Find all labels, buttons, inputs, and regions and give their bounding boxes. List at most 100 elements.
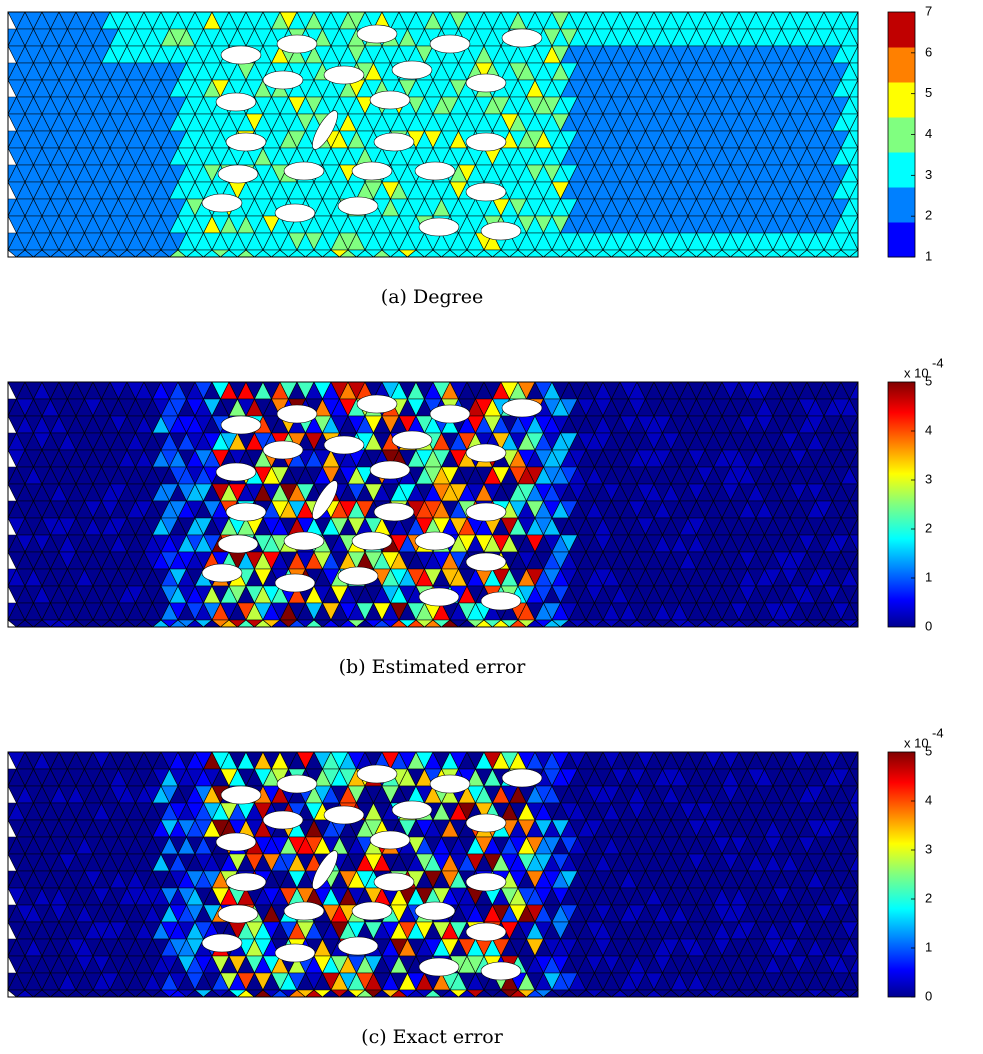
hole: [418, 587, 460, 607]
colorbar-gradient: [888, 382, 915, 627]
hole: [215, 462, 257, 482]
colorbar-band: [888, 222, 915, 258]
hole: [429, 404, 471, 424]
colorbar-tick-label: 1: [925, 569, 932, 584]
hole: [501, 768, 543, 788]
caption: (b) Estimated error: [339, 656, 527, 678]
colorbar-exponent: -4: [932, 355, 944, 370]
colorbar-gradient: [888, 752, 915, 997]
hole: [201, 933, 243, 953]
hole: [465, 872, 507, 892]
colorbar-tick-label: 6: [925, 44, 932, 59]
hole: [414, 901, 456, 921]
colorbar-band: [888, 82, 915, 118]
hole: [283, 901, 325, 921]
colorbar-tick-label: 2: [925, 520, 932, 535]
colorbar-band: [888, 12, 915, 48]
colorbar-exponent: -4: [932, 725, 944, 740]
colorbar-tick-label: 1: [925, 939, 932, 954]
hole: [276, 34, 318, 54]
colorbar-tick-label: 7: [925, 3, 932, 18]
hole: [323, 65, 365, 85]
colorbar-multiplier: x 10: [904, 735, 929, 750]
hole: [274, 943, 316, 963]
colorbar-tick-label: 4: [925, 126, 932, 141]
hole: [465, 813, 507, 833]
colorbar-multiplier: x 10: [904, 365, 929, 380]
caption: (a) Degree: [381, 286, 483, 308]
hole: [480, 221, 522, 241]
hole: [414, 531, 456, 551]
hole: [274, 573, 316, 593]
hole: [337, 936, 379, 956]
hole: [215, 92, 257, 112]
hole: [337, 196, 379, 216]
hole: [356, 764, 398, 784]
hole: [414, 161, 456, 181]
colorbar-band: [888, 187, 915, 223]
hole: [217, 164, 259, 184]
colorbar-band: [888, 152, 915, 188]
hole: [225, 132, 267, 152]
hole: [429, 774, 471, 794]
hole: [201, 563, 243, 583]
colorbar-tick-label: 3: [925, 841, 932, 856]
hole: [465, 502, 507, 522]
hole: [215, 832, 257, 852]
hole: [220, 415, 262, 435]
hole: [283, 531, 325, 551]
hole: [262, 810, 304, 830]
hole: [373, 502, 415, 522]
colorbar-tick-label: 5: [925, 85, 932, 100]
hole: [465, 443, 507, 463]
hole: [283, 161, 325, 181]
colorbar-tick-label: 0: [925, 988, 932, 1003]
hole: [465, 132, 507, 152]
hole: [501, 398, 543, 418]
colorbar-tick-label: 3: [925, 471, 932, 486]
hole: [225, 502, 267, 522]
hole: [373, 132, 415, 152]
colorbar-tick-label: 2: [925, 890, 932, 905]
hole: [465, 73, 507, 93]
hole: [262, 440, 304, 460]
hole: [225, 872, 267, 892]
hole: [418, 957, 460, 977]
hole: [501, 28, 543, 48]
hole: [323, 805, 365, 825]
colorbar-tick-label: 3: [925, 167, 932, 182]
hole: [201, 193, 243, 213]
colorbar-tick-label: 2: [925, 208, 932, 223]
hole: [274, 203, 316, 223]
hole: [391, 800, 433, 820]
hole: [429, 34, 471, 54]
hole: [276, 404, 318, 424]
hole: [220, 785, 262, 805]
hole: [391, 60, 433, 80]
hole: [391, 430, 433, 450]
hole: [356, 24, 398, 44]
hole: [351, 901, 393, 921]
hole: [480, 591, 522, 611]
hole: [480, 961, 522, 981]
hole: [356, 394, 398, 414]
mesh: [7, 381, 859, 628]
hole: [369, 90, 411, 110]
caption: (c) Exact error: [361, 1026, 504, 1048]
hole: [262, 70, 304, 90]
hole: [465, 552, 507, 572]
colorbar-band: [888, 47, 915, 83]
hole: [465, 182, 507, 202]
mesh-border: [7, 11, 859, 258]
hole: [418, 217, 460, 237]
colorbar-tick-label: 0: [925, 618, 932, 633]
colorbar-tick-label: 1: [925, 248, 932, 263]
colorbar-tick-label: 4: [925, 422, 932, 437]
hole: [351, 161, 393, 181]
hole: [369, 460, 411, 480]
mesh: [7, 751, 859, 998]
hole: [217, 534, 259, 554]
hole: [337, 566, 379, 586]
hole: [217, 904, 259, 924]
